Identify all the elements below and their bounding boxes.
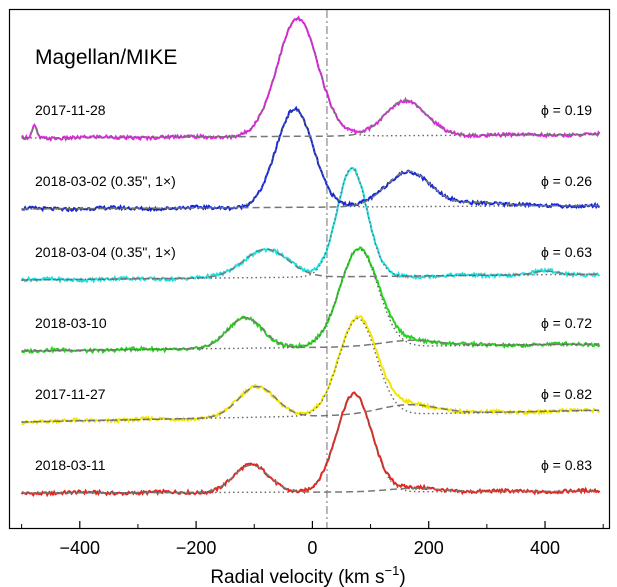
spectrum-6 <box>21 15 601 143</box>
spectrum-fit-dashed <box>21 464 600 494</box>
x-tick-label: 400 <box>530 538 560 558</box>
spectrum-fit-dotted <box>21 167 600 281</box>
spectrum-3 <box>21 246 601 355</box>
x-tick-label: −200 <box>176 538 217 558</box>
x-axis: −400 −200 0 200 400 <box>21 521 604 558</box>
x-tick-label: 0 <box>307 538 317 558</box>
chart-title: Magellan/MIKE <box>35 46 177 69</box>
series-layer <box>20 15 601 498</box>
spectrum-observed <box>21 246 601 355</box>
spectrum-fit-dashed <box>21 316 600 352</box>
label-layer: 2018-03-11 ϕ = 0.83 2017-11-27 ϕ = 0.82 2018… <box>35 102 592 473</box>
spectrum-2 <box>21 314 601 426</box>
x-axis-label-unit-exponent: −1 <box>385 563 400 578</box>
spectrum-fit-dashed <box>21 385 600 423</box>
x-axis-label-main: Radial velocity (km s <box>210 567 384 587</box>
date-label: 2018-03-10 <box>35 315 107 331</box>
spectrum-1 <box>20 391 601 498</box>
date-label: 2018-03-04 (0.35", 1×) <box>35 244 176 260</box>
spectrum-fit-dashed <box>21 170 600 210</box>
x-tick-label: 200 <box>414 538 444 558</box>
spectrum-observed <box>21 314 601 426</box>
date-label: 2017-11-28 <box>35 102 106 118</box>
plot-frame <box>8 8 611 530</box>
phase-label: ϕ = 0.19 <box>541 102 592 118</box>
spectrum-observed <box>21 105 600 213</box>
phase-label: ϕ = 0.72 <box>541 315 592 331</box>
date-label: 2018-03-02 (0.35", 1×) <box>35 173 176 189</box>
spectrum-observed <box>21 15 601 143</box>
x-axis-label: Radial velocity (km s−1) <box>210 563 405 587</box>
spectrum-fit-dotted <box>21 317 600 423</box>
x-axis-label-close: ) <box>399 567 405 587</box>
phase-label: ϕ = 0.26 <box>541 173 592 189</box>
phase-label: ϕ = 0.63 <box>541 244 592 260</box>
spectrum-5 <box>21 105 600 213</box>
date-label: 2018-03-11 <box>35 457 106 473</box>
spectrum-observed <box>20 391 601 498</box>
x-tick-label: −400 <box>60 538 101 558</box>
spectrum-fit-dotted <box>21 248 600 352</box>
spectrum-fit-dashed <box>21 99 600 139</box>
phase-label: ϕ = 0.82 <box>541 386 592 402</box>
spectrum-fit-dashed <box>21 248 600 281</box>
spectrum-4 <box>20 167 600 284</box>
date-label: 2017-11-27 <box>35 386 106 402</box>
spectrum-fit-dotted <box>21 393 600 494</box>
phase-label: ϕ = 0.83 <box>541 457 592 473</box>
spectrum-fit-dotted <box>21 108 600 210</box>
